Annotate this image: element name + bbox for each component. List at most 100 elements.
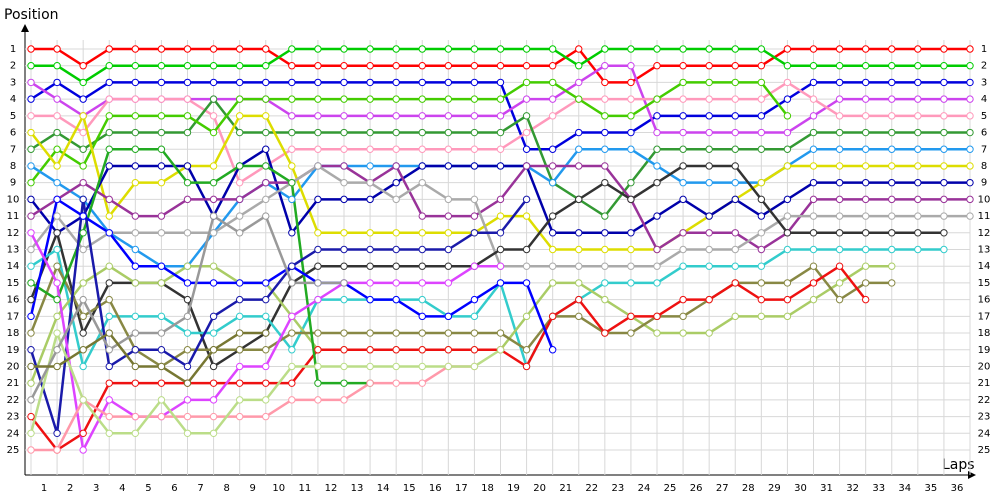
point [235, 62, 244, 70]
point [835, 62, 844, 70]
point [105, 262, 113, 270]
point [705, 95, 713, 103]
point [940, 112, 948, 120]
point [131, 412, 140, 421]
point [288, 112, 296, 120]
point [470, 145, 479, 153]
point [731, 312, 739, 321]
point [861, 128, 870, 137]
point [627, 262, 635, 270]
point [861, 95, 870, 103]
point [757, 262, 766, 270]
x-tick-label: 26 [690, 483, 703, 494]
point [105, 128, 113, 137]
point [183, 362, 192, 371]
point [314, 95, 322, 103]
point [105, 329, 113, 337]
point [627, 145, 635, 153]
point [861, 112, 870, 120]
point [731, 78, 739, 87]
point [392, 145, 400, 153]
point [575, 245, 583, 254]
point [418, 362, 426, 371]
point [79, 229, 87, 237]
x-tick-label: 5 [145, 483, 151, 494]
y-tick-label-right: 23 [978, 412, 991, 423]
point [548, 45, 557, 53]
point [601, 245, 609, 254]
point [835, 195, 844, 204]
point [522, 128, 531, 137]
x-tick-label: 21 [559, 483, 572, 494]
point [366, 379, 374, 387]
point [314, 128, 322, 137]
point [835, 262, 844, 270]
point [366, 112, 374, 120]
point [235, 95, 244, 103]
y-tick-label-right: 5 [981, 111, 987, 122]
point [627, 195, 635, 204]
y-tick-label-right: 1 [981, 44, 987, 55]
point [366, 229, 374, 237]
x-tick-label: 29 [768, 483, 781, 494]
point [470, 229, 479, 237]
point [809, 128, 818, 137]
point [27, 195, 35, 204]
point [888, 212, 896, 220]
point [27, 312, 35, 321]
point [131, 362, 140, 371]
point [288, 396, 296, 404]
y-tick-label: 13 [7, 245, 20, 256]
point [366, 346, 374, 354]
point [235, 346, 244, 354]
point [940, 178, 948, 187]
point [496, 279, 505, 287]
point [653, 262, 661, 270]
x-tick-label: 35 [925, 483, 938, 494]
point [340, 112, 348, 120]
point [79, 178, 87, 187]
point [366, 162, 374, 170]
point [705, 128, 713, 137]
point [79, 396, 87, 404]
point [392, 112, 400, 120]
point [340, 245, 348, 254]
point [627, 229, 635, 237]
point [314, 45, 322, 53]
point [105, 396, 113, 404]
y-tick-label-right: 18 [978, 328, 991, 339]
point [470, 95, 479, 103]
point [940, 162, 948, 170]
point [809, 262, 818, 270]
point [601, 78, 609, 87]
point [548, 212, 557, 220]
point [914, 229, 922, 237]
point [340, 178, 348, 187]
point [157, 329, 166, 337]
point [131, 229, 140, 237]
point [470, 45, 479, 53]
point [809, 229, 818, 237]
point [679, 62, 687, 70]
point [809, 178, 818, 187]
point [548, 78, 557, 87]
point [27, 329, 35, 337]
y-tick-label: 5 [10, 111, 16, 122]
point [314, 396, 322, 404]
point [496, 145, 505, 153]
point [418, 245, 426, 254]
point [418, 62, 426, 70]
point [940, 62, 948, 70]
point [366, 128, 374, 137]
point [601, 45, 609, 53]
point [105, 429, 113, 437]
x-tick-label: 30 [794, 483, 807, 494]
point [209, 279, 218, 287]
point [731, 128, 739, 137]
point [940, 145, 948, 153]
point [262, 329, 270, 337]
point [575, 78, 583, 87]
point [183, 346, 192, 354]
point [679, 128, 687, 137]
point [79, 145, 87, 153]
